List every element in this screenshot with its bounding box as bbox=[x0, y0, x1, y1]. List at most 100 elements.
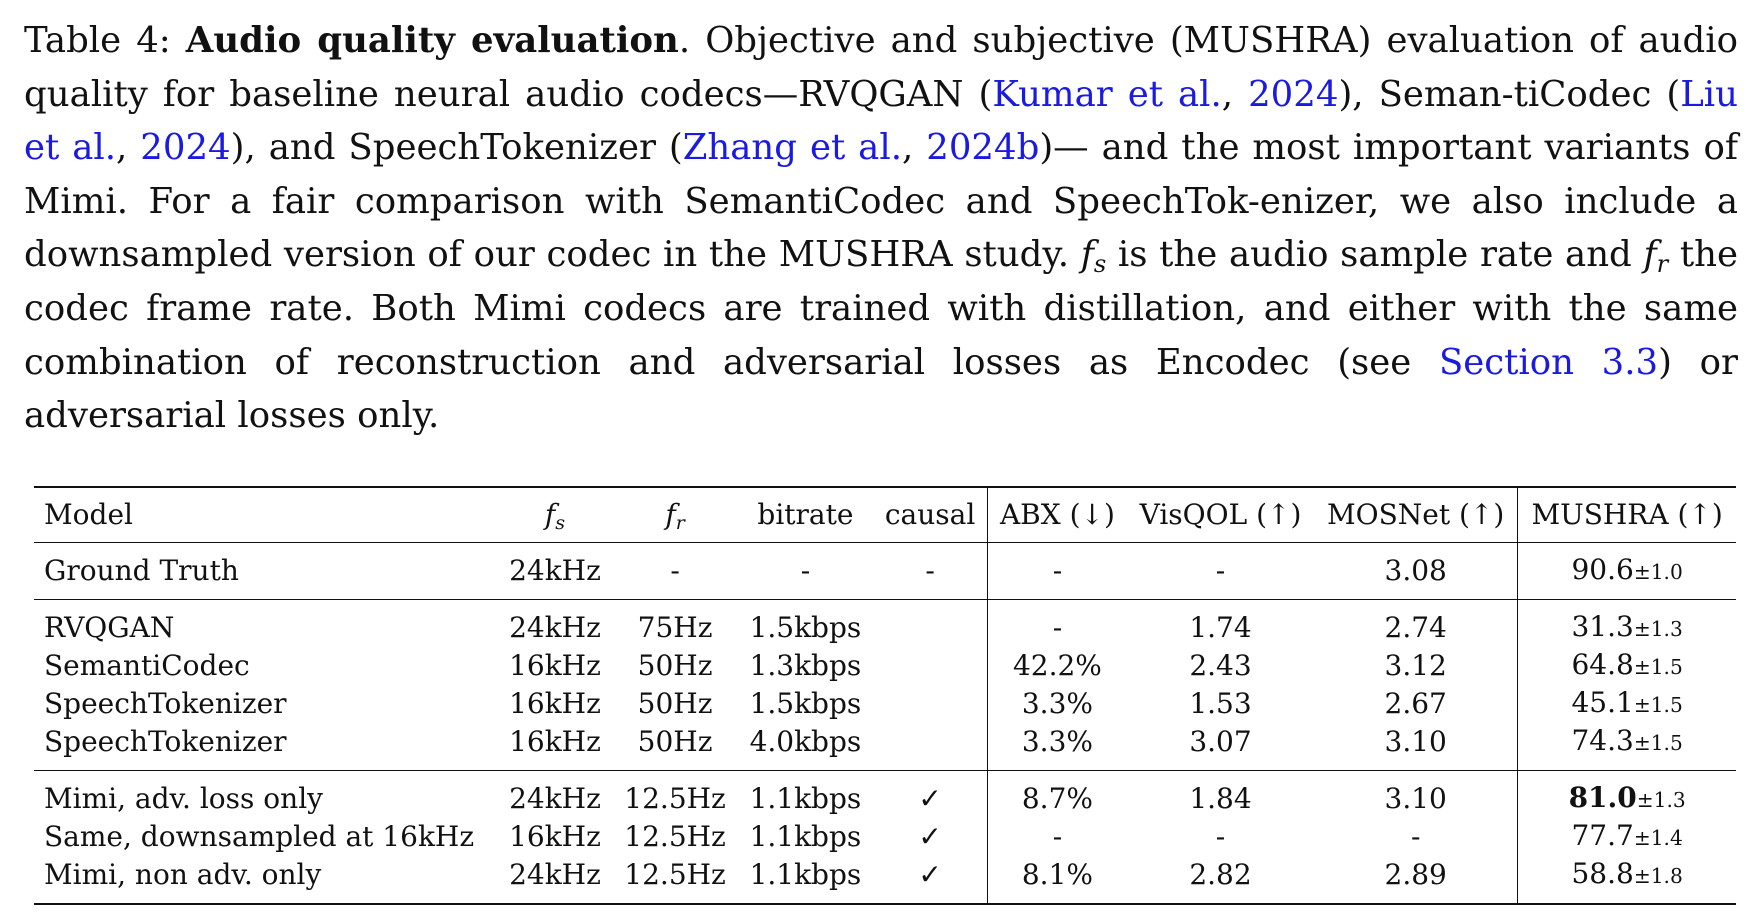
cell-frame-rate: - bbox=[612, 542, 738, 600]
cell-causal: - bbox=[873, 542, 988, 600]
cell-frame-rate: 12.5Hz bbox=[612, 770, 738, 818]
cell-sample-rate: 16kHz bbox=[509, 725, 601, 758]
caption-text: )— and the most important variants of Mi… bbox=[24, 127, 1738, 276]
mushra-confidence: ±1.5 bbox=[1633, 693, 1683, 717]
cell-bitrate: 4.0kbps bbox=[749, 725, 862, 758]
mushra-score: 90.6 bbox=[1571, 553, 1634, 586]
header-model: Model bbox=[34, 486, 498, 543]
cell-bitrate: 1.1kbps bbox=[749, 820, 862, 853]
caption-text: ) or adversarial losses only. bbox=[24, 341, 1739, 437]
cell-frame-rate: 12.5Hz bbox=[612, 856, 738, 905]
cell-mushra: 81.0±1.3 bbox=[1517, 770, 1736, 818]
cell-mushra: 64.8±1.5 bbox=[1518, 647, 1736, 685]
mushra-score: 81.0 bbox=[1568, 781, 1637, 814]
table-row: SpeechTokenizer 16kHz 50Hz 1.5kbps 3.3% 1.53 2… bbox=[34, 685, 1736, 723]
mushra-score: 64.8 bbox=[1571, 648, 1634, 681]
cell-causal bbox=[873, 685, 988, 723]
cell-mosnet: 3.12 bbox=[1314, 647, 1519, 685]
cell-model: RVQGAN bbox=[34, 599, 498, 647]
cell-causal bbox=[873, 647, 988, 685]
table-row: Ground Truth 24kHz - - - - -3.08 90.6±1.0 bbox=[34, 542, 1736, 600]
table-group-mimi: Mimi, adv. loss only 24kHz 12.5Hz 1.1kbps ✓ 8… bbox=[34, 770, 1736, 905]
cell-causal bbox=[873, 723, 988, 771]
cell-visqol: 3.07 bbox=[1189, 725, 1252, 758]
cell-frame-rate: 50Hz bbox=[637, 725, 713, 758]
cell-causal bbox=[873, 599, 988, 647]
cell-mosnet: 3.08 bbox=[1314, 542, 1519, 600]
cell-mosnet: 3.10 bbox=[1314, 770, 1519, 818]
cell-abx: 42.2% bbox=[1012, 649, 1102, 682]
cell-mosnet: 2.74 bbox=[1314, 599, 1519, 647]
table-row: Mimi, non adv. only 24kHz 12.5Hz 1.1kbps ✓ 8.… bbox=[34, 856, 1736, 905]
header-frame-rate: fr bbox=[612, 486, 738, 543]
cell-frame-rate: 12.5Hz bbox=[624, 820, 726, 853]
table-header-row: Model fs fr bitrate causal ABX (↓) VisQO… bbox=[34, 486, 1736, 543]
cell-model: SemantiCodec bbox=[44, 649, 250, 682]
cell-mushra: 90.6±1.0 bbox=[1517, 542, 1736, 600]
cell-model: Mimi, non adv. only bbox=[34, 856, 498, 905]
mushra-confidence: ±1.8 bbox=[1633, 864, 1683, 888]
citation-kumar-year[interactable]: 2024 bbox=[1248, 73, 1339, 115]
cell-model: Same, downsampled at 16kHz bbox=[44, 820, 475, 853]
cell-model: SpeechTokenizer bbox=[44, 687, 287, 720]
cell-abx: - bbox=[987, 599, 1127, 647]
cell-visqol: - bbox=[1126, 542, 1315, 600]
mushra-score: 45.1 bbox=[1571, 686, 1634, 719]
citation-liu-authors[interactable]: Liu et al. bbox=[24, 73, 1738, 169]
caption-text: ), and SpeechTokenizer ( bbox=[230, 127, 683, 169]
cell-frame-rate: 50Hz bbox=[637, 649, 713, 682]
cell-model: SpeechTokenizer bbox=[44, 725, 287, 758]
mushra-confidence: ±1.4 bbox=[1633, 826, 1683, 850]
mushra-confidence: ±1.3 bbox=[1636, 788, 1686, 812]
cell-frame-rate: 75Hz bbox=[612, 599, 738, 647]
cell-bitrate: 1.5kbps bbox=[737, 599, 874, 647]
cell-visqol: 1.84 bbox=[1126, 770, 1315, 818]
cell-sample-rate: 16kHz bbox=[509, 649, 601, 682]
citation-kumar-authors[interactable]: Kumar et al. bbox=[992, 73, 1222, 115]
fs-symbol: fs bbox=[1080, 234, 1107, 279]
cell-mushra: 77.7±1.4 bbox=[1518, 818, 1736, 856]
cell-abx: 3.3% bbox=[1021, 725, 1093, 758]
caption-text: ), Seman-tiCodec ( bbox=[1338, 73, 1681, 115]
table-row: Same, downsampled at 16kHz 16kHz 12.5Hz 1.1… bbox=[34, 818, 1736, 856]
cell-mushra: 31.3±1.3 bbox=[1517, 599, 1736, 647]
table-row: SpeechTokenizer 16kHz 50Hz 4.0kbps 3.3% 3.07 3… bbox=[34, 723, 1736, 771]
cell-mushra: 58.8±1.8 bbox=[1517, 856, 1736, 905]
cell-frame-rate: 50Hz bbox=[637, 687, 713, 720]
cell-abx: 3.3% bbox=[1021, 687, 1093, 720]
citation-zhang-authors[interactable]: Zhang et al. bbox=[682, 127, 902, 169]
table-caption: Table 4: Audio quality evaluation. Objec… bbox=[24, 20, 1739, 437]
section-reference-link[interactable]: Section 3.3 bbox=[1438, 341, 1659, 383]
cell-sample-rate: 24kHz bbox=[497, 542, 613, 600]
caption-label: Table 4: bbox=[24, 20, 171, 61]
mushra-score: 31.3 bbox=[1571, 610, 1634, 643]
cell-mosnet: 2.89 bbox=[1314, 856, 1519, 905]
caption-text: is the audio sample rate and bbox=[1106, 234, 1644, 276]
cell-visqol: 2.43 bbox=[1189, 649, 1252, 682]
cell-model: Ground Truth bbox=[34, 542, 498, 600]
cell-bitrate: - bbox=[737, 542, 874, 600]
header-sample-rate: fs bbox=[497, 486, 613, 543]
table-group-baselines: RVQGAN 24kHz 75Hz 1.5kbps -1.74 2.74 31.3±1.3 S… bbox=[34, 599, 1736, 771]
header-mosnet: MOSNet (↑) bbox=[1314, 486, 1519, 543]
fr-symbol: fr bbox=[1643, 234, 1669, 279]
cell-causal: ✓ bbox=[873, 818, 988, 856]
cell-sample-rate: 16kHz bbox=[509, 687, 601, 720]
citation-zhang-year[interactable]: 2024b bbox=[926, 127, 1040, 169]
mushra-score: 74.3 bbox=[1571, 724, 1634, 757]
cell-sample-rate: 24kHz bbox=[497, 599, 613, 647]
table-row: Mimi, adv. loss only 24kHz 12.5Hz 1.1kbps ✓ 8… bbox=[34, 770, 1736, 818]
caption-title: Audio quality evaluation bbox=[185, 20, 679, 61]
cell-visqol: 2.82 bbox=[1126, 856, 1315, 905]
mushra-score: 77.7 bbox=[1571, 819, 1634, 852]
cell-bitrate: 1.3kbps bbox=[749, 649, 862, 682]
cell-sample-rate: 16kHz bbox=[509, 820, 601, 853]
cell-mosnet: 2.67 bbox=[1314, 685, 1519, 723]
cell-model: Mimi, adv. loss only bbox=[34, 770, 498, 818]
mushra-score: 58.8 bbox=[1571, 857, 1634, 890]
cell-mosnet: 3.10 bbox=[1314, 723, 1519, 771]
cell-visqol: 1.74 bbox=[1126, 599, 1315, 647]
header-causal: causal bbox=[873, 486, 988, 543]
cell-sample-rate: 24kHz bbox=[497, 770, 613, 818]
citation-liu-year[interactable]: 2024 bbox=[140, 127, 231, 169]
